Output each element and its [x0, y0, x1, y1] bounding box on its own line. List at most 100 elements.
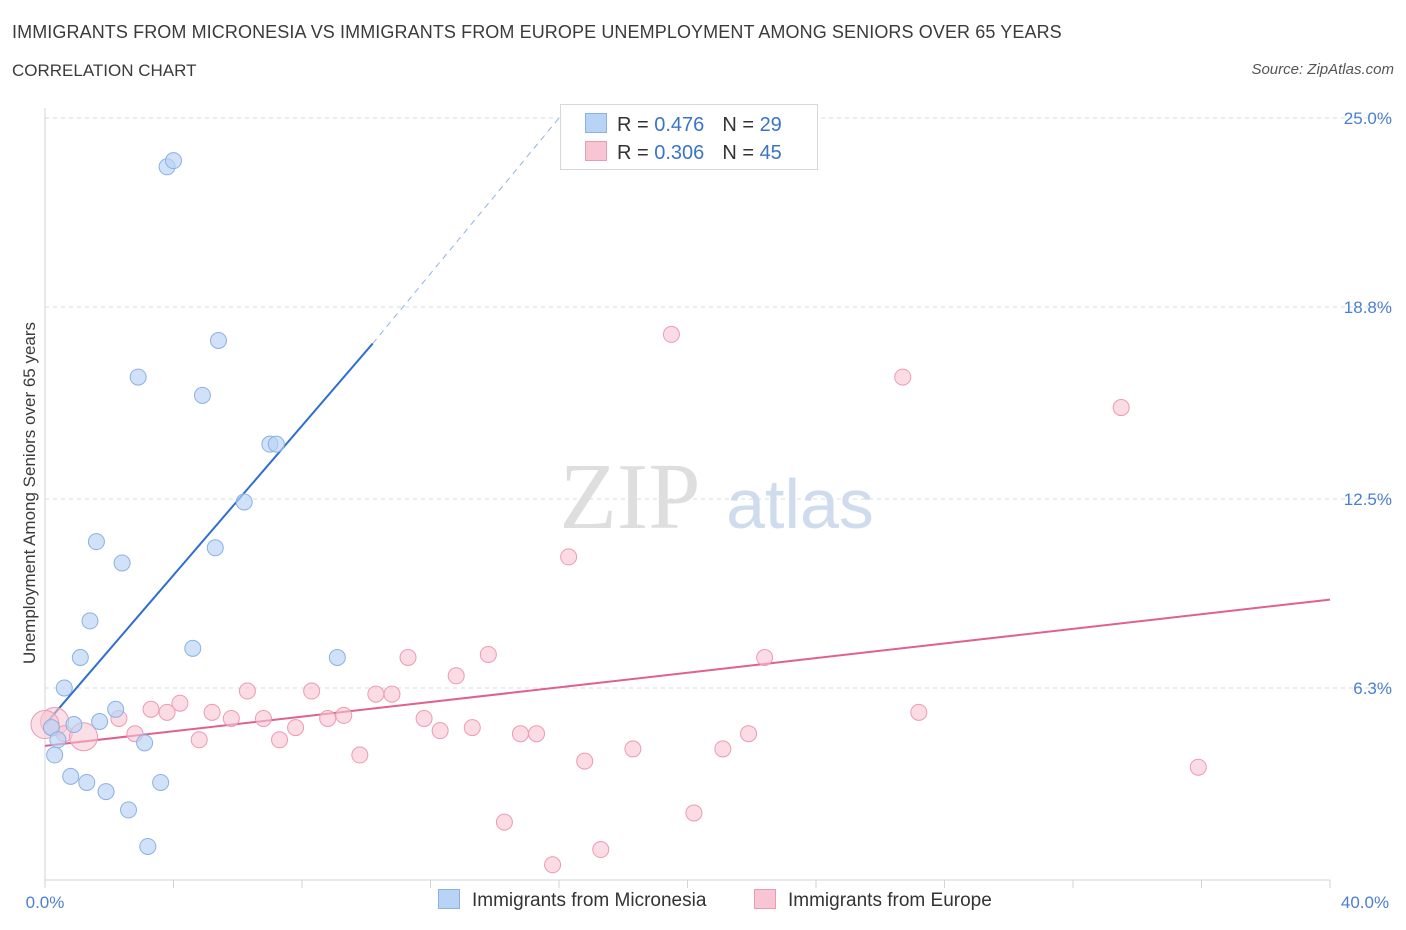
europe-point: [1189, 758, 1207, 776]
micronesia-point: [107, 700, 125, 718]
europe-point: [662, 325, 680, 343]
micronesia-point: [91, 713, 109, 731]
micronesia-point: [267, 435, 285, 453]
europe-point: [740, 725, 758, 743]
micronesia-point: [46, 746, 64, 764]
europe-point: [171, 694, 189, 712]
micronesia-point: [206, 539, 224, 557]
europe-point: [271, 731, 289, 749]
europe-point: [592, 841, 610, 859]
legend-r-value: 0.306: [654, 142, 705, 164]
europe-point: [511, 725, 529, 743]
micronesia-point: [136, 734, 154, 752]
europe-point: [714, 740, 732, 758]
x-tick-label-min: 0.0%: [26, 893, 65, 912]
y-tick-label: 6.3%: [1353, 679, 1392, 698]
micronesia-point: [184, 639, 202, 657]
micronesia-point: [328, 648, 346, 666]
europe-point: [415, 709, 433, 727]
x-tick-label-max: 40.0%: [1341, 893, 1389, 912]
micronesia-point: [120, 801, 138, 819]
legend-r-value: 0.476: [654, 114, 705, 136]
micronesia-trend-line: [44, 342, 374, 726]
source-note: Source: ZipAtlas.com: [1251, 61, 1394, 78]
europe-point: [495, 813, 513, 831]
europe-point: [756, 648, 774, 666]
bottom-legend-europe: Immigrants from Europe: [754, 889, 992, 912]
micronesia-point: [78, 773, 96, 791]
europe-point: [222, 709, 240, 727]
y-tick-label: 18.8%: [1344, 298, 1392, 317]
europe-point: [158, 703, 176, 721]
micronesia-point: [71, 648, 89, 666]
micronesia-point: [139, 837, 157, 855]
europe-points: [30, 325, 1207, 874]
europe-point: [319, 709, 337, 727]
legend-swatch-europe: [585, 141, 607, 161]
europe-point: [576, 752, 594, 770]
chart-title: IMMIGRANTS FROM MICRONESIA VS IMMIGRANTS…: [12, 22, 1062, 42]
watermark-atlas: atlas: [726, 465, 874, 543]
bottom-legend-swatch-micronesia: [438, 889, 460, 909]
europe-point: [238, 682, 256, 700]
europe-point: [203, 703, 221, 721]
micronesia-point: [87, 533, 105, 551]
europe-point: [685, 804, 703, 822]
micronesia-point: [62, 767, 80, 785]
europe-point: [367, 685, 385, 703]
legend-row-europe: R = 0.306 N = 45: [585, 141, 782, 167]
micronesia-point: [152, 773, 170, 791]
europe-point: [447, 667, 465, 685]
europe-point: [399, 648, 417, 666]
europe-point: [479, 645, 497, 663]
watermark-zip: ZIP: [560, 445, 701, 549]
micronesia-point: [81, 612, 99, 630]
europe-point: [528, 725, 546, 743]
bottom-legend-swatch-europe: [754, 889, 776, 909]
legend-n-label: N =: [722, 142, 754, 164]
legend-r-label: R =: [617, 114, 649, 136]
axes: [44, 108, 1331, 888]
tick-labels: 6.3% 12.5% 18.8% 25.0% 0.0% 40.0%: [26, 109, 1392, 912]
y-tick-label: 12.5%: [1344, 490, 1392, 509]
europe-point: [335, 706, 353, 724]
chart-subtitle: CORRELATION CHART: [12, 61, 197, 80]
europe-point: [910, 703, 928, 721]
europe-point: [254, 709, 272, 727]
gridlines: [45, 117, 1390, 689]
micronesia-trend-extension: [372, 117, 560, 344]
europe-point: [544, 856, 562, 874]
europe-point: [142, 700, 160, 718]
bottom-legend-label-europe: Immigrants from Europe: [788, 890, 992, 911]
correlation-legend: R = 0.476 N = 29 R = 0.306 N = 45: [560, 104, 818, 170]
micronesia-point: [65, 716, 83, 734]
micronesia-point: [193, 386, 211, 404]
europe-point: [894, 368, 912, 386]
micronesia-point: [113, 554, 131, 572]
micronesia-point: [97, 783, 115, 801]
legend-n-value: 45: [759, 142, 782, 164]
legend-n-value: 29: [759, 114, 782, 136]
legend-r-label: R =: [617, 142, 649, 164]
europe-point: [287, 719, 305, 737]
europe-point: [624, 740, 642, 758]
y-tick-label: 25.0%: [1344, 109, 1392, 128]
legend-n-label: N =: [722, 114, 754, 136]
micronesia-points: [42, 152, 346, 855]
micronesia-point: [235, 493, 253, 511]
europe-point: [303, 682, 321, 700]
y-axis-label: Unemployment Among Seniors over 65 years: [20, 322, 39, 664]
trend-lines: [44, 117, 1331, 747]
legend-row-micronesia: R = 0.476 N = 29: [585, 113, 782, 139]
legend-swatch-micronesia: [585, 113, 607, 133]
europe-point: [560, 548, 578, 566]
europe-point: [1112, 399, 1130, 417]
europe-point: [383, 685, 401, 703]
micronesia-point: [129, 368, 147, 386]
bottom-legend-micronesia: Immigrants from Micronesia: [438, 889, 706, 912]
micronesia-point: [165, 152, 182, 170]
bottom-legend-label-micronesia: Immigrants from Micronesia: [472, 890, 707, 911]
europe-point: [431, 722, 449, 740]
micronesia-point: [49, 731, 67, 749]
